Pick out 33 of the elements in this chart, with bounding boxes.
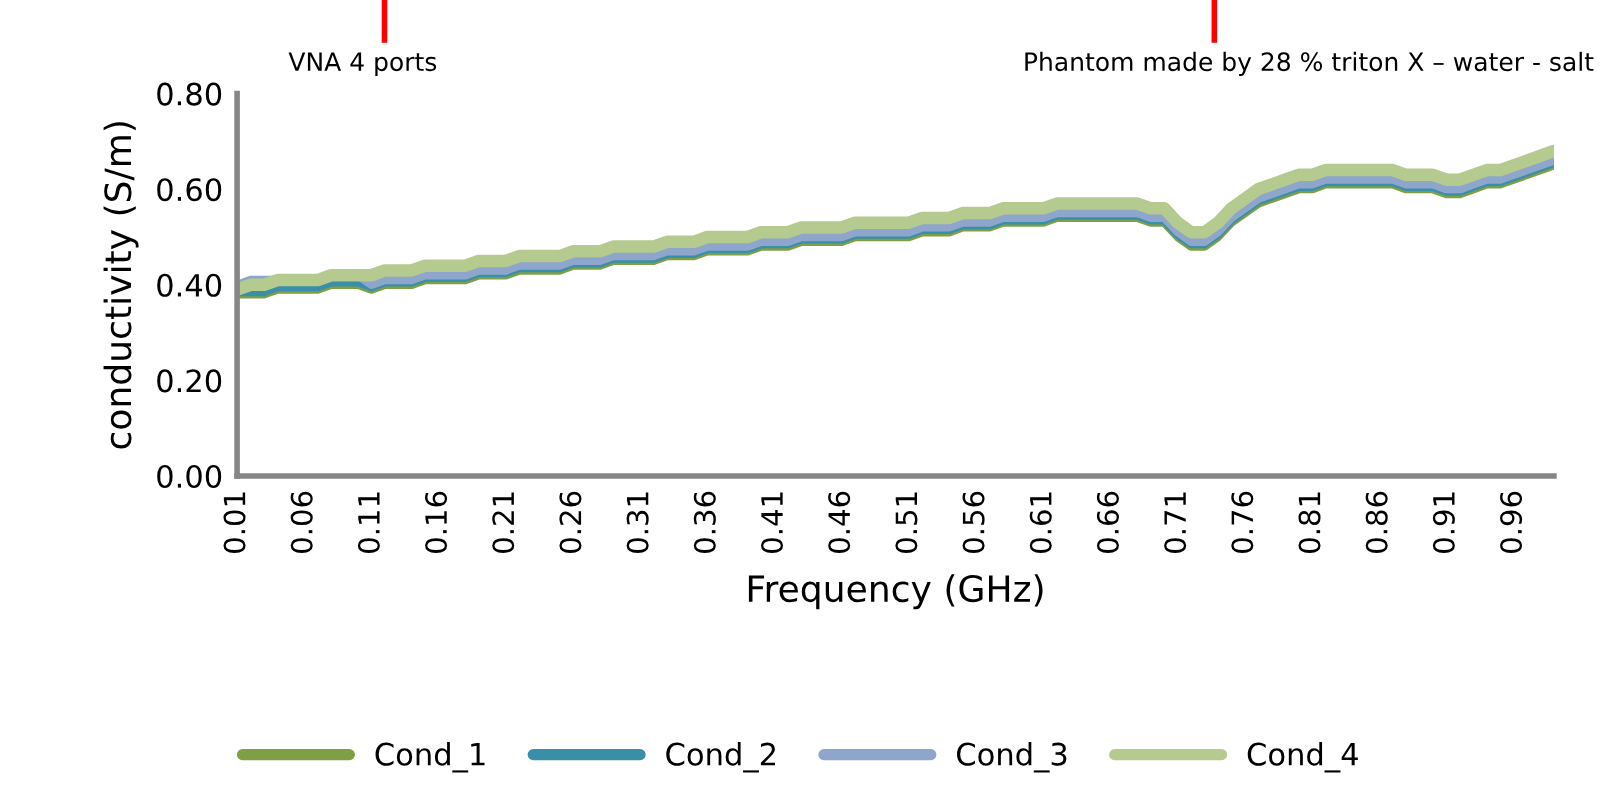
- legend-label: Cond_3: [957, 742, 1067, 773]
- x-tick-label: 0.16: [425, 491, 448, 553]
- x-tick-label: 0.01: [223, 492, 246, 553]
- legend-label: Cond_2: [666, 742, 776, 773]
- x-tick-label: 0.56: [962, 491, 985, 553]
- y-tick-label: 0.00: [157, 464, 222, 489]
- y-tick-label: 0.60: [157, 178, 222, 202]
- x-tick-label: 0.31: [626, 492, 649, 553]
- y-tick-label: 0.40: [157, 273, 222, 297]
- x-tick-label: 0.51: [895, 492, 918, 553]
- x-tick-label: 0.91: [1432, 492, 1455, 553]
- x-tick-label: 0.76: [1231, 491, 1254, 553]
- x-tick-label: 0.61: [1029, 492, 1052, 553]
- x-tick-label: 0.36: [693, 491, 716, 553]
- x-tick-label: 0.11: [357, 492, 380, 553]
- x-tick-label: 0.46: [828, 491, 851, 553]
- x-tick-label: 0.71: [1164, 492, 1187, 553]
- y-tick-label: 0.80: [157, 82, 222, 106]
- x-tick-label: 0.26: [559, 491, 582, 553]
- x-tick-label: 0.96: [1500, 491, 1523, 553]
- legend-label: Cond_1: [375, 742, 485, 773]
- x-tick-label: 0.66: [1096, 491, 1119, 553]
- legend-label: Cond_4: [1247, 742, 1358, 773]
- x-tick-label: 0.21: [492, 492, 515, 553]
- x-tick-label: 0.41: [760, 492, 784, 553]
- y-axis-title: conductivity (S/m): [103, 122, 139, 449]
- x-tick-label: 0.06: [290, 491, 313, 553]
- text: Phantom made by 28 % triton X – water - salt: [1025, 51, 1594, 76]
- x-tick-label: 0.81: [1298, 492, 1321, 553]
- y-tick-label: 0.20: [157, 369, 222, 393]
- x-axis-title: Frequency (GHz): [748, 574, 1043, 610]
- text: VNA 4 ports: [288, 52, 437, 76]
- x-tick-label: 0.86: [1365, 491, 1388, 553]
